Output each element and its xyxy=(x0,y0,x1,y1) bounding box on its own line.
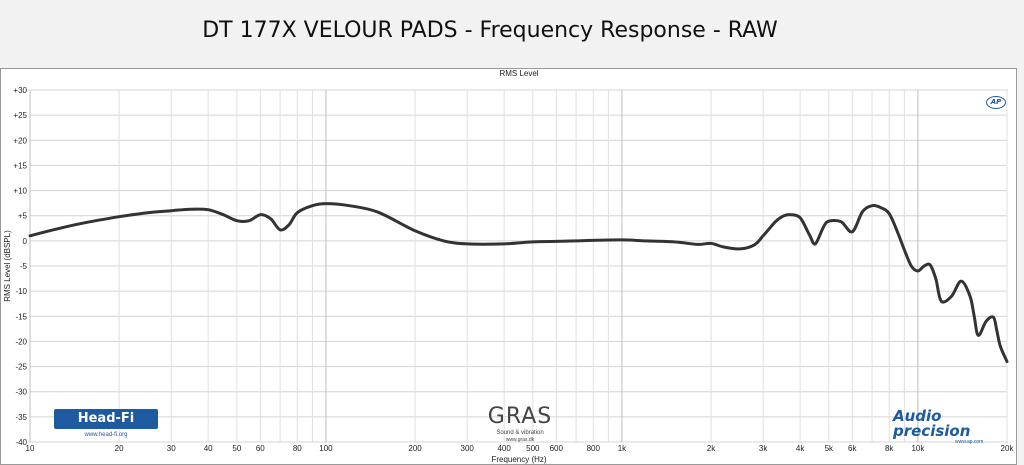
audio-precision-logo-line1: Audio xyxy=(893,407,942,425)
y-tick-label: +25 xyxy=(13,111,27,120)
x-axis-label: Frequency (Hz) xyxy=(491,455,546,464)
x-tick-label: 80 xyxy=(293,444,302,453)
x-tick-label: 30 xyxy=(167,444,176,453)
y-tick-label: 0 xyxy=(23,237,28,246)
x-tick-label: 20 xyxy=(115,444,124,453)
y-tick-label: -5 xyxy=(20,262,28,271)
x-tick-label: 10 xyxy=(26,444,35,453)
page-title: DT 177X VELOUR PADS - Frequency Response… xyxy=(202,18,778,43)
y-tick-label: +20 xyxy=(13,136,27,145)
gras-tagline: Sound & vibration xyxy=(496,430,544,436)
series-line xyxy=(28,202,1009,363)
y-tick-label: -40 xyxy=(15,438,27,447)
y-tick-label: +10 xyxy=(13,187,27,196)
x-tick-label: 100 xyxy=(319,444,333,453)
y-tick-label: -35 xyxy=(15,413,27,422)
gras-logo: GRAS xyxy=(487,404,553,429)
x-tick-label: 400 xyxy=(497,444,511,453)
ap-badge-icon: AP xyxy=(986,96,1006,109)
y-tick-label: -30 xyxy=(15,388,27,397)
headfi-url: www.head-fi.org xyxy=(84,432,128,438)
x-tick-label: 1k xyxy=(618,444,627,453)
y-tick-label: -10 xyxy=(15,287,27,296)
y-tick-label: -25 xyxy=(15,363,27,372)
y-axis-label: RMS Level (dBSPL) xyxy=(3,230,12,302)
audio-precision-url: www.ap.com xyxy=(955,439,984,445)
y-tick-label: -20 xyxy=(15,337,27,346)
x-tick-label: 300 xyxy=(461,444,475,453)
chart-title: RMS Level xyxy=(499,69,538,78)
x-tick-label: 50 xyxy=(232,444,241,453)
x-tick-label: 500 xyxy=(526,444,540,453)
y-tick-label: +30 xyxy=(13,86,27,95)
x-tick-label: 600 xyxy=(550,444,564,453)
x-tick-label: 4k xyxy=(796,444,805,453)
x-tick-label: 800 xyxy=(587,444,601,453)
frequency-response-chart: RMS Level +30 +25 +20 +15 +10 +5 0 -5 -10 -15 -20 -… xyxy=(3,69,1015,464)
x-tick-labels: 10 20 30 40 50 60 80 100 200 300 400 500 600 800 1k 2k 3… xyxy=(26,444,1015,453)
headfi-logo: Head-Fi xyxy=(54,409,158,429)
y-tick-label: +15 xyxy=(13,161,27,170)
y-tick-label: +5 xyxy=(18,212,28,221)
x-tick-label: 200 xyxy=(408,444,422,453)
x-tick-label: 8k xyxy=(885,444,894,453)
x-tick-label: 2k xyxy=(707,444,716,453)
x-tick-label: 10k xyxy=(911,444,925,453)
y-tick-labels: +30 +25 +20 +15 +10 +5 0 -5 -10 -15 -20 -25 -30 -35 -4… xyxy=(13,86,27,447)
grid-lines xyxy=(29,89,1008,443)
y-tick-label: -15 xyxy=(15,312,27,321)
audio-precision-logo-line2: precision xyxy=(893,422,971,440)
x-tick-label: 60 xyxy=(256,444,265,453)
gras-url: www.gras.dk xyxy=(505,437,535,443)
x-tick-label: 20k xyxy=(1001,444,1015,453)
x-tick-label: 40 xyxy=(204,444,213,453)
x-tick-label: 3k xyxy=(759,444,768,453)
x-tick-label: 6k xyxy=(848,444,857,453)
x-tick-label: 5k xyxy=(825,444,834,453)
